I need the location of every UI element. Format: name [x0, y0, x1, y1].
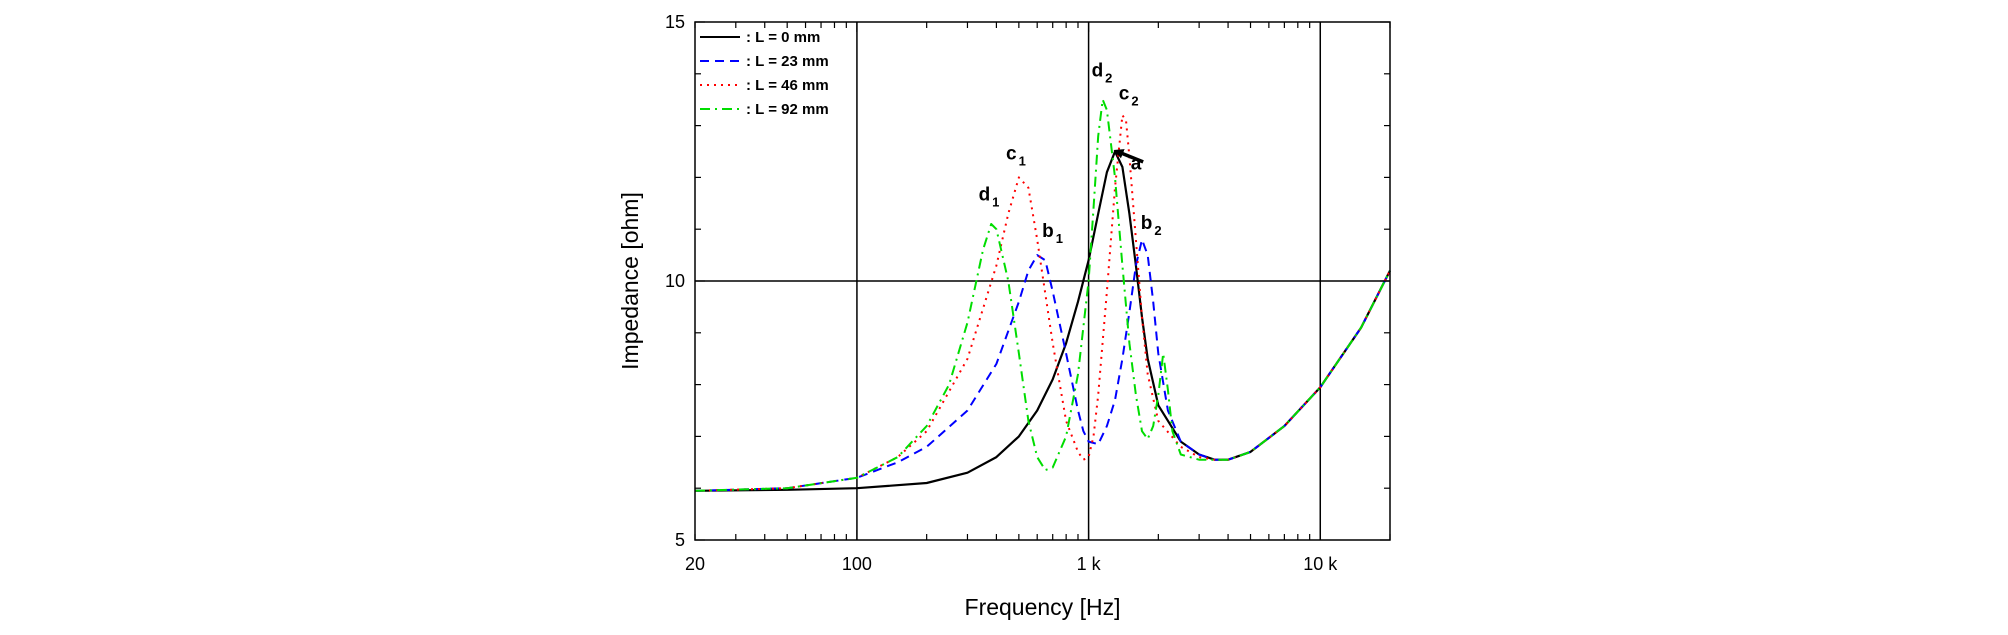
x-tick-label: 100	[842, 554, 872, 574]
series-line-3	[694, 114, 1391, 492]
x-axis-title: Frequency [Hz]	[965, 594, 1121, 620]
peak-arrow	[1113, 149, 1144, 164]
legend-label-1: : L = 0 mm	[746, 29, 820, 46]
series-line-1	[694, 150, 1391, 492]
legend-label-2: : L = 23 mm	[746, 53, 829, 70]
series-group	[694, 98, 1391, 492]
series-line-4	[694, 98, 1391, 492]
x-tick-label: 1 k	[1077, 554, 1102, 574]
x-tick-label: 10 k	[1303, 554, 1338, 574]
tick-group: 20 100 1 k 10 k 5 10 15	[665, 12, 1391, 574]
x-tick-label: 20	[685, 554, 705, 574]
series-line-2	[694, 238, 1391, 492]
legend-label-3: : L = 46 mm	[746, 77, 829, 94]
legend: : L = 0 mm : L = 23 mm : L = 46 mm : L = 92…	[700, 29, 829, 118]
peak-label-a: a	[1131, 154, 1142, 175]
y-tick-label: 15	[665, 12, 685, 32]
y-tick-label: 5	[675, 530, 685, 550]
y-tick-label: 10	[665, 271, 685, 291]
legend-label-4: : L = 92 mm	[746, 101, 829, 118]
peak-annotations: a b 1 b 2 c 1 c 2 d 1 d 2	[979, 60, 1162, 246]
grid-lines	[695, 22, 1390, 540]
y-axis-title: Impedance [ohm]	[617, 192, 643, 370]
